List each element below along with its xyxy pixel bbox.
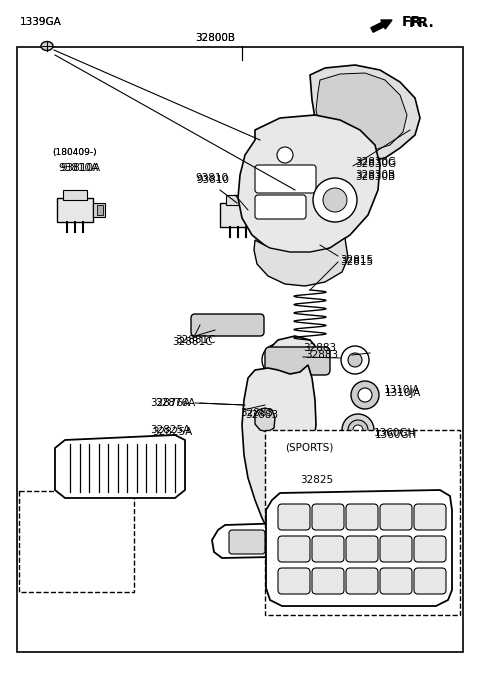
Text: 32800B: 32800B — [195, 33, 235, 43]
Text: 1360GH: 1360GH — [375, 430, 417, 440]
Text: 32815: 32815 — [340, 255, 373, 265]
Polygon shape — [266, 336, 320, 374]
Circle shape — [353, 425, 363, 435]
Polygon shape — [238, 115, 380, 255]
FancyBboxPatch shape — [229, 530, 265, 554]
Text: 32883: 32883 — [245, 410, 278, 420]
Text: 93810A: 93810A — [60, 163, 100, 173]
Text: 32825A: 32825A — [150, 425, 190, 435]
Circle shape — [313, 178, 357, 222]
Circle shape — [245, 395, 265, 415]
FancyBboxPatch shape — [346, 504, 378, 530]
Text: (SPORTS): (SPORTS) — [285, 443, 334, 453]
Circle shape — [257, 387, 273, 403]
FancyBboxPatch shape — [255, 195, 306, 219]
FancyBboxPatch shape — [312, 504, 344, 530]
FancyBboxPatch shape — [278, 536, 310, 562]
FancyBboxPatch shape — [278, 504, 310, 530]
FancyBboxPatch shape — [312, 568, 344, 594]
Circle shape — [348, 420, 368, 440]
Polygon shape — [254, 238, 348, 286]
Bar — [19, 491, 134, 592]
FancyBboxPatch shape — [255, 165, 316, 193]
Text: 32830G: 32830G — [355, 157, 396, 167]
Bar — [260, 210, 266, 220]
FancyBboxPatch shape — [278, 568, 310, 594]
FancyBboxPatch shape — [265, 347, 330, 375]
FancyBboxPatch shape — [312, 536, 344, 562]
Text: 1339GA: 1339GA — [20, 17, 62, 27]
Text: 32883: 32883 — [303, 343, 336, 353]
Text: 32876A: 32876A — [155, 398, 195, 408]
Text: FR.: FR. — [409, 16, 435, 30]
Circle shape — [351, 381, 379, 409]
Polygon shape — [242, 365, 316, 535]
Bar — [17, 47, 463, 652]
Bar — [256, 208, 268, 222]
FancyBboxPatch shape — [380, 568, 412, 594]
FancyBboxPatch shape — [380, 536, 412, 562]
Text: 32815: 32815 — [340, 257, 373, 267]
Text: 32876A: 32876A — [150, 398, 190, 408]
Text: 32800B: 32800B — [195, 33, 235, 43]
Polygon shape — [212, 522, 332, 558]
Ellipse shape — [41, 42, 53, 50]
FancyBboxPatch shape — [414, 568, 446, 594]
Circle shape — [348, 353, 362, 367]
Circle shape — [262, 344, 294, 376]
FancyBboxPatch shape — [414, 504, 446, 530]
Text: 32830B: 32830B — [355, 172, 395, 182]
Text: 93810A: 93810A — [58, 163, 98, 173]
Text: (180409-): (180409-) — [52, 147, 96, 157]
FancyBboxPatch shape — [346, 536, 378, 562]
Text: 1310JA: 1310JA — [385, 388, 421, 398]
Text: 1360GH: 1360GH — [374, 428, 416, 438]
FancyBboxPatch shape — [346, 568, 378, 594]
FancyBboxPatch shape — [269, 530, 305, 554]
Text: 32830G: 32830G — [355, 159, 396, 169]
Bar — [226, 195, 250, 205]
Circle shape — [249, 379, 281, 411]
Text: (180409-): (180409-) — [52, 147, 96, 157]
Bar — [63, 190, 87, 200]
Circle shape — [270, 352, 286, 368]
FancyBboxPatch shape — [191, 314, 264, 336]
Text: 32881C: 32881C — [172, 337, 213, 347]
Bar — [220, 203, 256, 227]
Text: 1310JA: 1310JA — [384, 385, 420, 395]
Circle shape — [323, 188, 347, 212]
Text: 32830B: 32830B — [355, 170, 395, 180]
Bar — [57, 198, 93, 222]
Text: 93810: 93810 — [196, 175, 229, 185]
Bar — [93, 203, 105, 217]
Polygon shape — [255, 408, 275, 432]
Bar — [265, 430, 460, 615]
FancyBboxPatch shape — [414, 536, 446, 562]
Text: 32825: 32825 — [300, 475, 333, 485]
Bar — [97, 205, 103, 215]
Polygon shape — [266, 490, 452, 606]
Circle shape — [341, 346, 369, 374]
Polygon shape — [316, 73, 407, 152]
Text: 32881C: 32881C — [175, 335, 216, 345]
Text: 1339GA: 1339GA — [20, 17, 62, 27]
Circle shape — [250, 400, 260, 410]
Circle shape — [342, 414, 374, 446]
FancyArrow shape — [371, 20, 392, 32]
FancyBboxPatch shape — [380, 504, 412, 530]
Text: 32883: 32883 — [240, 408, 273, 418]
Circle shape — [277, 147, 293, 163]
Polygon shape — [310, 65, 420, 162]
Text: 93810: 93810 — [195, 173, 228, 183]
Text: FR.: FR. — [402, 15, 428, 29]
Text: 32883: 32883 — [305, 350, 338, 360]
Circle shape — [358, 388, 372, 402]
Text: 32825A: 32825A — [152, 427, 192, 437]
Polygon shape — [55, 435, 185, 498]
